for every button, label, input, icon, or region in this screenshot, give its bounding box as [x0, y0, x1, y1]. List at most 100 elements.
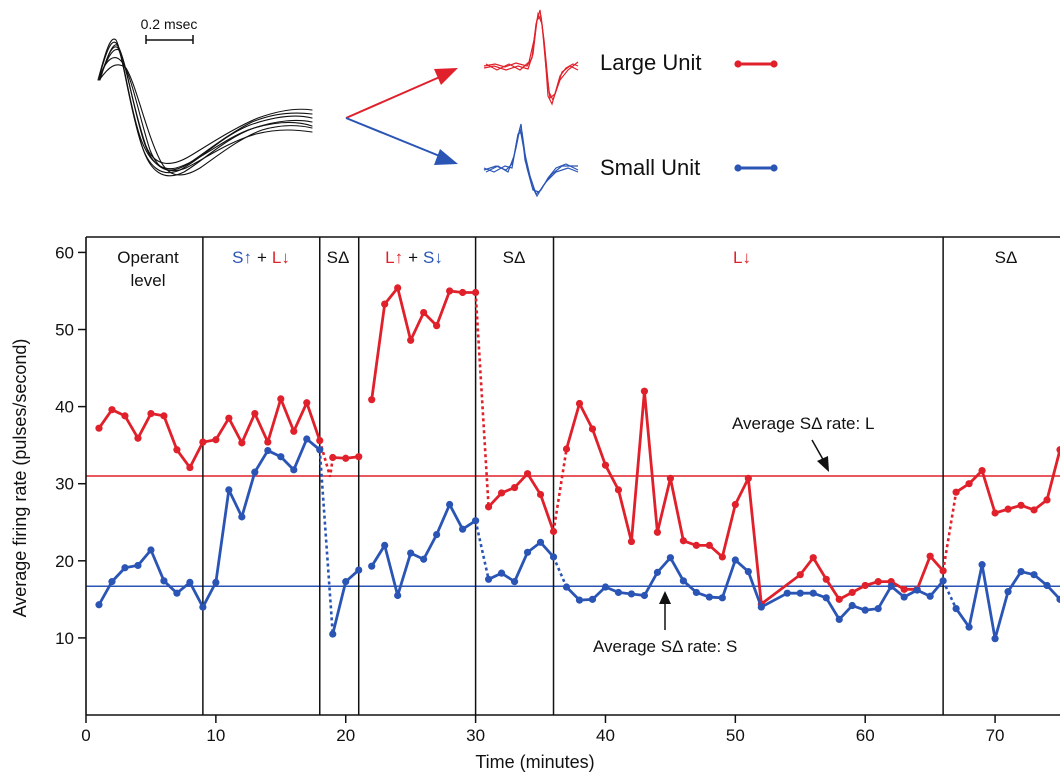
data-point — [536, 538, 545, 546]
series-line — [565, 389, 945, 606]
data-point — [160, 412, 168, 420]
data-point — [368, 396, 376, 404]
data-point — [510, 483, 519, 492]
data-point — [991, 635, 999, 643]
series-line — [565, 556, 945, 621]
data-point — [991, 509, 999, 517]
phase-6-label: L↓ — [733, 248, 751, 267]
data-point — [757, 603, 765, 611]
phase-2-plus: + — [257, 248, 267, 267]
waveform-panel: 0.2 msec Large Unit Small Unit — [97, 9, 778, 198]
phase-2-l: L↓ — [272, 248, 290, 267]
x-tick-label: 30 — [466, 726, 485, 745]
data-point — [900, 585, 908, 593]
data-point — [809, 554, 817, 562]
data-point — [627, 590, 636, 598]
data-point — [329, 630, 337, 638]
data-point — [640, 387, 649, 395]
x-tick-label: 10 — [206, 726, 225, 745]
phase-2-label: S↑ + L↓ — [232, 248, 290, 267]
phase-5-label: SΔ — [503, 248, 526, 267]
series-line — [487, 540, 555, 584]
data-point — [601, 583, 610, 591]
y-tick-label: 60 — [55, 243, 74, 262]
data-point — [952, 605, 960, 613]
data-point — [861, 606, 869, 614]
y-tick-label: 30 — [55, 475, 74, 494]
legend-small-label: Small Unit — [600, 155, 700, 180]
phase-labels: Operant level S↑ + L↓ SΔ L↑ + S↓ SΔ L↓ SΔ — [117, 248, 1017, 290]
data-point — [562, 445, 571, 453]
axes: 0 10 20 30 40 50 60 70 10 20 30 40 50 60 — [55, 236, 1060, 745]
data-point — [303, 435, 311, 443]
data-point — [316, 436, 324, 445]
data-point — [407, 549, 415, 557]
data-point — [472, 288, 480, 297]
data-point — [744, 568, 752, 576]
data-point — [978, 561, 986, 569]
data-point — [653, 568, 662, 576]
data-point — [614, 486, 623, 494]
data-point — [614, 588, 623, 597]
x-tick-label: 40 — [596, 726, 615, 745]
data-point — [1017, 568, 1025, 576]
data-point — [536, 490, 545, 499]
data-point — [186, 463, 194, 472]
data-point — [277, 395, 285, 403]
data-point — [472, 517, 480, 525]
phase-operant-label-2: level — [131, 271, 166, 290]
data-point — [147, 546, 155, 554]
small-unit-series — [95, 435, 1060, 643]
data-point — [290, 466, 298, 474]
data-point — [731, 500, 739, 509]
data-point — [160, 577, 168, 585]
data-point — [264, 438, 272, 446]
data-point — [1004, 505, 1012, 513]
data-point — [277, 453, 285, 461]
data-point — [199, 438, 207, 446]
data-point — [1030, 506, 1038, 514]
data-point — [835, 615, 843, 624]
data-point — [186, 578, 194, 586]
data-point — [381, 541, 389, 549]
data-point — [394, 591, 402, 600]
series-dashed-connector — [552, 556, 568, 588]
data-point — [497, 569, 506, 577]
data-point — [108, 406, 116, 414]
data-point — [575, 596, 584, 604]
x-tick-label: 50 — [726, 726, 745, 745]
data-point — [121, 412, 129, 420]
small-unit-waveform — [483, 123, 579, 198]
data-point — [679, 537, 687, 545]
series-dashed-connector — [474, 520, 490, 580]
data-point — [342, 578, 350, 586]
data-point — [718, 594, 726, 602]
data-point — [705, 541, 713, 549]
data-point — [173, 446, 181, 454]
series-line — [97, 397, 322, 469]
data-point — [796, 589, 804, 597]
data-point — [900, 593, 908, 601]
data-point — [523, 548, 532, 556]
data-point — [666, 474, 675, 482]
data-point — [874, 605, 882, 613]
data-point — [562, 583, 571, 591]
y-axis-title: Average firing rate (pulses/second) — [10, 339, 30, 618]
data-point — [640, 591, 649, 600]
data-point — [1043, 581, 1051, 590]
data-point — [238, 439, 246, 447]
data-point — [108, 578, 116, 586]
data-point — [926, 592, 934, 600]
arrow-to-large — [345, 75, 443, 119]
x-axis-title: Time (minutes) — [475, 752, 594, 772]
avg-l-arrow-head — [817, 456, 829, 472]
data-point — [1017, 501, 1025, 509]
legend-large-label: Large Unit — [600, 50, 702, 75]
data-point — [692, 588, 700, 597]
data-point — [303, 399, 311, 407]
data-point — [199, 603, 207, 611]
series-line — [97, 437, 321, 609]
data-point — [459, 525, 467, 533]
data-point — [1004, 588, 1012, 596]
data-point — [848, 588, 856, 597]
